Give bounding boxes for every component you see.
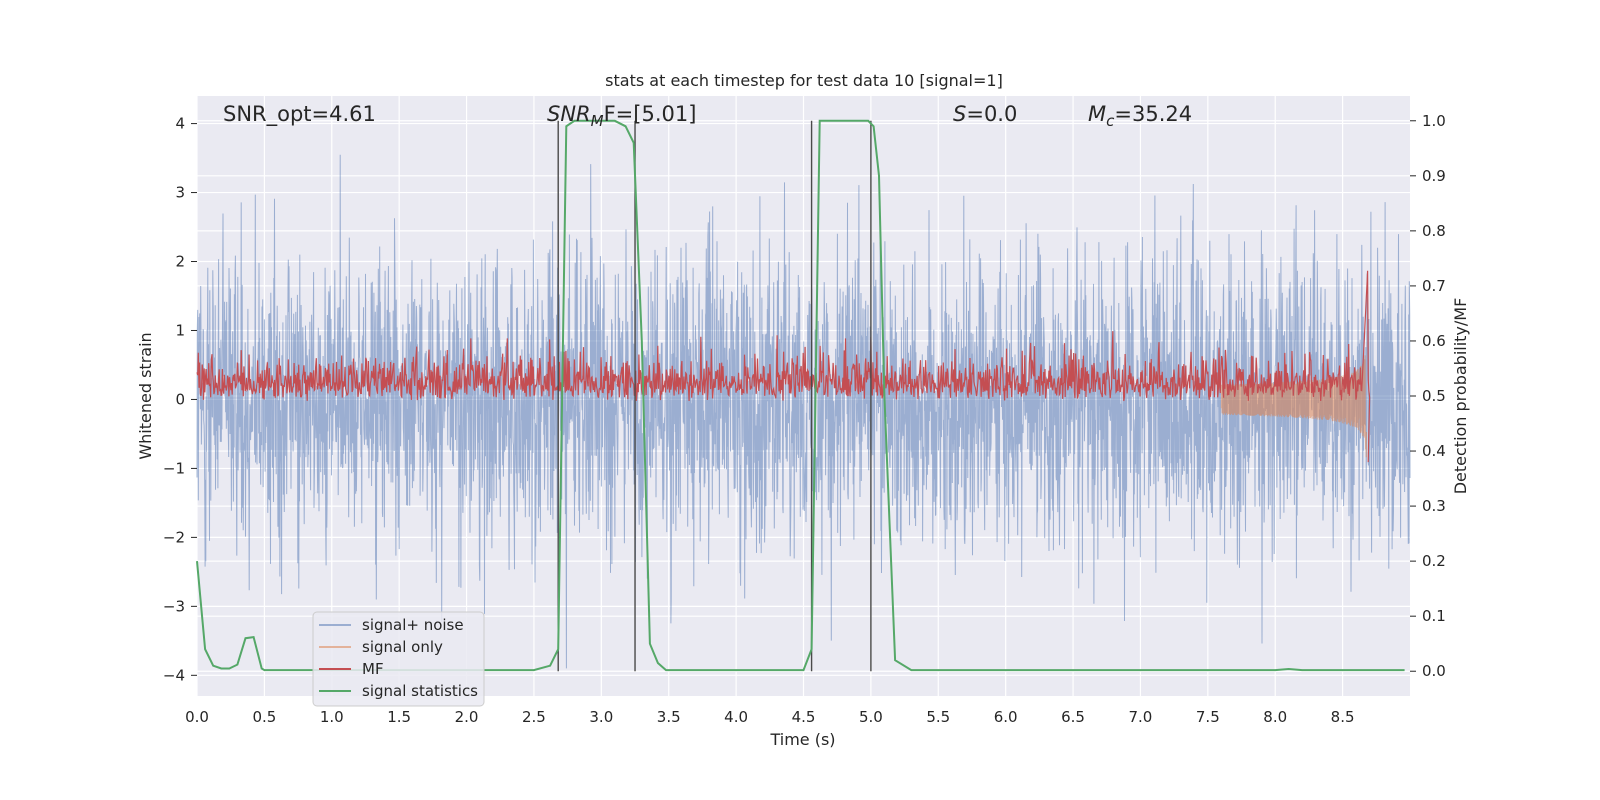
- detection-markers: [557, 120, 872, 672]
- y2-tick-label: 0.4: [1422, 442, 1446, 460]
- y2-tick-label: 0.3: [1422, 497, 1446, 515]
- x-axis-ticks: 0.0 0.5 1.0 1.5 2.0 2.5 3.0 3.5 4.0 4.5 5.0 5.5 6.0 6…: [185, 708, 1354, 726]
- mf-series: [196, 270, 1371, 463]
- y-tick-label: 3: [175, 184, 185, 202]
- legend-label-signal: signal only: [362, 638, 443, 656]
- x-tick-label: 4.0: [724, 708, 748, 726]
- y-axis-ticks: 4 3 2 1 0 −1 −2 −3 −4: [163, 115, 197, 684]
- x-tick-label: 1.0: [320, 708, 344, 726]
- snr-opt-annotation: SNR_opt=4.61: [223, 102, 376, 127]
- chart-title: stats at each timestep for test data 10 …: [605, 71, 1003, 90]
- y-tick-label: −1: [163, 459, 185, 477]
- x-tick-label: 4.5: [792, 708, 816, 726]
- signal-noise-line: [196, 154, 1411, 669]
- y2-tick-label: 0.9: [1422, 167, 1446, 185]
- s-annotation: S=0.0: [953, 102, 1017, 126]
- x-tick-label: 5.5: [926, 708, 950, 726]
- x-tick-label: 8.0: [1263, 708, 1287, 726]
- x-tick-label: 3.5: [657, 708, 681, 726]
- x-tick-label: 2.5: [522, 708, 546, 726]
- y2-tick-label: 0.2: [1422, 552, 1446, 570]
- y2-tick-label: 1.0: [1422, 112, 1446, 130]
- y-tick-label: −4: [163, 666, 185, 684]
- y2-tick-label: 0.7: [1422, 277, 1446, 295]
- snr-mf-annotation: SNRMF=[5.01]: [547, 102, 696, 130]
- legend: signal+ noise signal only MF signal stat…: [312, 611, 485, 707]
- legend-label-stats: signal statistics: [362, 682, 478, 700]
- y-tick-label: 1: [175, 321, 185, 339]
- x-tick-label: 0.0: [185, 708, 209, 726]
- y-tick-label: 0: [175, 390, 185, 408]
- y2-tick-label: 0.1: [1422, 607, 1446, 625]
- x-tick-label: 1.5: [387, 708, 411, 726]
- y2-tick-label: 0.6: [1422, 332, 1446, 350]
- y-axis-label: Whitened strain: [136, 332, 155, 459]
- x-tick-label: 5.0: [859, 708, 883, 726]
- y2-axis-ticks: 1.0 0.9 0.8 0.7 0.6 0.5 0.4 0.3 0.2 0.1 0.0: [1410, 112, 1446, 680]
- y2-axis-label: Detection probability/MF: [1451, 298, 1470, 495]
- y-tick-label: −3: [163, 597, 185, 615]
- y-tick-label: −2: [163, 528, 185, 546]
- legend-label-noise: signal+ noise: [362, 616, 464, 634]
- signal-statistics-series: [196, 119, 1405, 672]
- y2-tick-label: 0.5: [1422, 387, 1446, 405]
- y-tick-label: 2: [175, 253, 185, 271]
- x-tick-label: 8.5: [1331, 708, 1355, 726]
- x-tick-label: 7.5: [1196, 708, 1220, 726]
- x-tick-label: 6.0: [994, 708, 1018, 726]
- legend-label-mf: MF: [362, 660, 384, 678]
- mc-annotation: Mc=35.24: [1088, 102, 1192, 130]
- x-axis-label: Time (s): [769, 730, 835, 749]
- mf-line: [196, 270, 1371, 463]
- signal-statistics-line: [196, 119, 1405, 672]
- x-tick-label: 2.0: [455, 708, 479, 726]
- signal-noise-series: [196, 154, 1411, 669]
- x-tick-label: 0.5: [252, 708, 276, 726]
- y2-tick-label: 0.8: [1422, 222, 1446, 240]
- y2-tick-label: 0.0: [1422, 662, 1446, 680]
- x-tick-label: 7.0: [1129, 708, 1153, 726]
- x-tick-label: 6.5: [1061, 708, 1085, 726]
- legend-box: [312, 611, 485, 707]
- y-tick-label: 4: [175, 115, 185, 133]
- x-tick-label: 3.0: [589, 708, 613, 726]
